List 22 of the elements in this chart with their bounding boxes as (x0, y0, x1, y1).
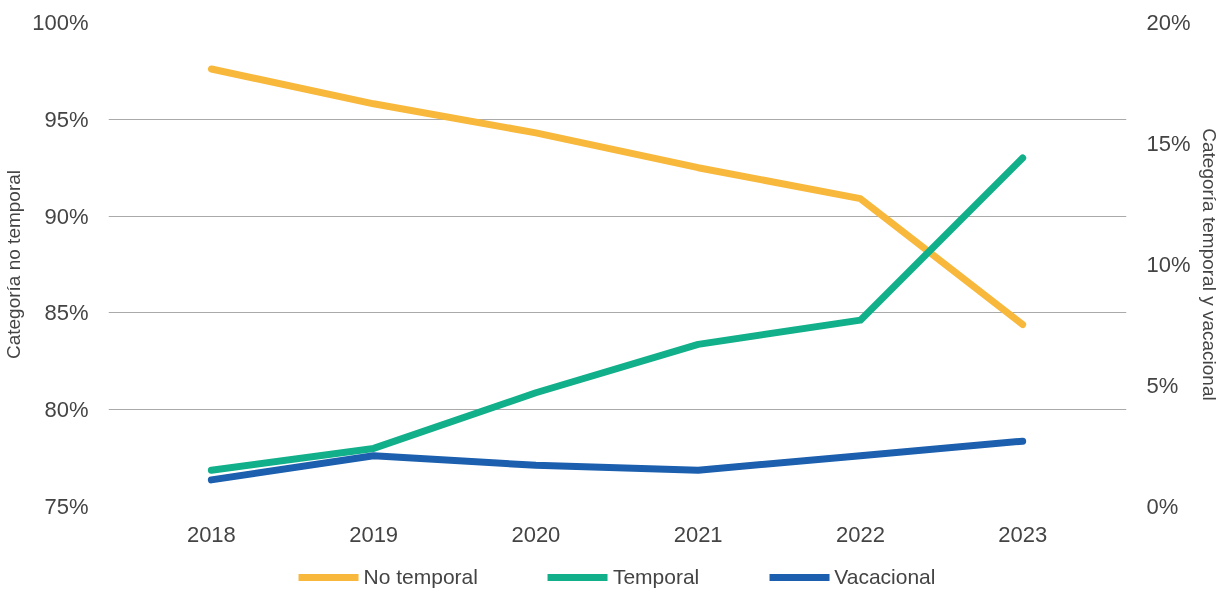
x-tick-label: 2023 (998, 521, 1048, 547)
x-tick-label: 2020 (511, 521, 561, 547)
y-tick-label: 75% (44, 494, 89, 519)
legend-label: Vacacional (834, 565, 936, 589)
y-tick-label: 100% (32, 10, 89, 35)
y-tick-label: 85% (44, 300, 89, 326)
y-axis-title: Categoría no temporal (3, 169, 25, 360)
y-tick-label: 80% (44, 397, 89, 423)
y2-tick-label: 0% (1146, 494, 1179, 519)
x-tick-label: 2021 (673, 521, 723, 547)
x-tick-label: 2018 (186, 521, 236, 547)
y2-tick-label: 5% (1146, 373, 1179, 398)
y-tick-label: 95% (44, 106, 89, 132)
x-tick-label: 2022 (835, 521, 885, 547)
legend-label: No temporal (363, 565, 478, 589)
y2-tick-label: 15% (1146, 131, 1191, 156)
y-tick-label: 90% (44, 203, 89, 229)
y2-tick-label: 20% (1146, 10, 1191, 35)
x-tick-label: 2019 (349, 521, 399, 547)
y2-tick-label: 10% (1146, 252, 1191, 277)
y2-axis-title: Categoría temporal y vacacional (1198, 128, 1220, 401)
legend-label: Temporal (612, 565, 700, 589)
